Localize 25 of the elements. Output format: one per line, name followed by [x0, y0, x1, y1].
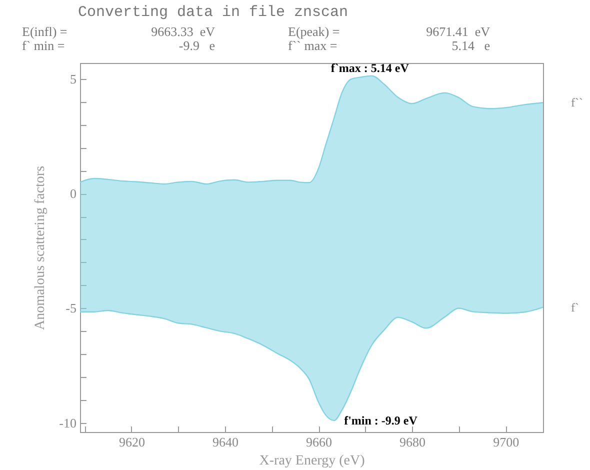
text: f`: [571, 300, 579, 314]
text: -9.9 e: [178, 38, 215, 54]
text: f`` max =: [288, 38, 338, 54]
text: 5.14 e: [452, 38, 490, 54]
y-tick-label: -5: [66, 300, 76, 316]
text: f``: [571, 96, 583, 110]
x-tick-label: 9700: [493, 434, 520, 450]
y-tick-label: 5: [70, 72, 76, 87]
annotation: f'min : -9.9 eV: [344, 414, 418, 428]
y-tick-label: 0: [70, 186, 76, 202]
y-tick-label: -10: [59, 415, 76, 430]
chart-title: Converting data in file znscan: [78, 4, 348, 21]
text: E(peak) =: [288, 24, 340, 40]
y-axis-title: Anomalous scattering factors: [33, 166, 48, 330]
text: 9663.33 eV: [151, 24, 215, 40]
line-series: [79, 75, 544, 185]
x-axis-title: X-ray Energy (eV): [259, 454, 366, 468]
text: 9671.41 eV: [426, 24, 490, 40]
text: f` min =: [22, 38, 65, 54]
annotation: f`max : 5.14 eV: [330, 60, 410, 75]
text: E(infl) =: [22, 24, 68, 40]
x-tick-label: 9660: [306, 434, 332, 450]
x-tick-label: 9640: [212, 434, 238, 450]
x-tick-label: 9680: [400, 434, 426, 450]
x-tick-label: 9620: [118, 434, 145, 450]
